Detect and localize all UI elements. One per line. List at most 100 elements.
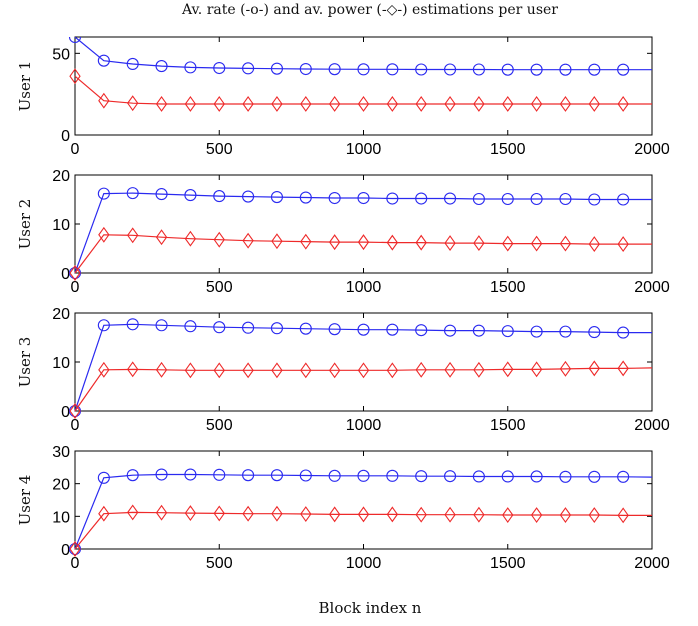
power-point (530, 235, 543, 252)
power-point (473, 506, 485, 523)
power-point (617, 360, 629, 377)
x-tick-label: 500 (206, 417, 233, 434)
rate-point (617, 470, 630, 483)
rate-point (213, 468, 226, 481)
x-tick-label: 0 (71, 555, 80, 572)
power-point (386, 234, 399, 251)
rate-point (588, 63, 601, 76)
x-tick-label: 0 (71, 279, 80, 296)
power-point (415, 506, 427, 523)
power-point (357, 362, 370, 379)
subplot-user-3: 0 500 1000 1500 2000 0 10 20 User 3 (16, 306, 670, 434)
power-point (502, 361, 514, 378)
rate-point (617, 63, 630, 76)
rate-point (328, 63, 341, 76)
power-point (444, 96, 456, 112)
power-series-line (74, 75, 652, 105)
rate-point (472, 470, 485, 483)
rate-point (242, 62, 255, 75)
power-point (386, 96, 399, 112)
rate-point (443, 324, 457, 337)
power-point (98, 92, 110, 109)
power-point (242, 232, 254, 249)
y-tick-label: 0 (61, 266, 70, 283)
power-point (415, 96, 427, 112)
rate-point (299, 62, 312, 76)
rate-point (617, 193, 630, 206)
power-point (588, 96, 600, 112)
power-point (69, 265, 81, 281)
y-tick-label: 10 (52, 355, 70, 372)
rate-point (270, 62, 284, 75)
y-tick-label: 0 (61, 542, 70, 559)
x-tick-label: 2000 (634, 555, 670, 572)
power-point (415, 234, 427, 251)
series-group (68, 318, 653, 419)
rate-point (443, 63, 457, 76)
subplot-user-1: 0 500 1000 1500 2000 0 50 User 1 (16, 36, 670, 158)
power-point (184, 362, 197, 379)
power-point (617, 236, 629, 253)
power-point (184, 96, 197, 112)
rate-point (530, 192, 543, 206)
rate-point (184, 189, 197, 202)
power-point (213, 96, 225, 112)
power-point (328, 506, 341, 523)
power-point (127, 504, 139, 521)
series-group (68, 468, 653, 557)
power-series-line (74, 367, 653, 412)
power-point (242, 362, 254, 379)
series-group (68, 37, 652, 112)
power-point (155, 504, 168, 521)
power-point (473, 361, 485, 378)
x-tick-label: 0 (71, 141, 80, 158)
power-point (444, 235, 456, 252)
power-point (213, 362, 225, 379)
rate-series-line (74, 323, 652, 412)
axes-frame (74, 36, 653, 136)
rate-point (270, 469, 284, 482)
rate-point (386, 63, 399, 76)
subplot-user-4: 0 500 1000 1500 2000 0 10 20 30 User 4 (16, 444, 670, 572)
rate-point (97, 187, 110, 200)
power-point (559, 507, 572, 523)
rate-point (386, 192, 399, 205)
rate-point (472, 192, 485, 206)
rate-point (299, 469, 312, 482)
power-point (300, 362, 312, 379)
y-axis-label: User 4 (16, 475, 34, 526)
x-tick-label: 1500 (490, 141, 526, 158)
power-point (184, 230, 197, 247)
rate-point (501, 63, 514, 76)
power-point (127, 361, 139, 378)
x-tick-label: 2000 (634, 279, 670, 296)
rate-point (299, 322, 312, 335)
rate-point (415, 63, 428, 76)
rate-point (328, 469, 341, 482)
power-point (617, 96, 629, 112)
power-point (300, 233, 312, 250)
power-point (300, 506, 312, 522)
rate-point (126, 57, 139, 71)
power-point (69, 68, 81, 85)
axes-frame (74, 450, 653, 550)
rate-point (559, 325, 572, 338)
power-point (502, 507, 514, 523)
y-tick-label: 20 (52, 168, 70, 185)
power-point (473, 96, 485, 112)
rate-point (328, 191, 341, 205)
x-tick-label: 500 (206, 141, 233, 158)
power-point (155, 96, 168, 112)
x-tick-label: 0 (71, 417, 80, 434)
power-series-line (74, 234, 652, 274)
power-point (588, 507, 600, 523)
y-tick-label: 0 (61, 404, 70, 421)
power-point (502, 235, 514, 252)
power-point (155, 361, 168, 378)
power-point (530, 507, 543, 523)
power-point (415, 361, 427, 378)
rate-point (213, 61, 226, 75)
chart-title: Av. rate (-o-) and av. power (-◇-) estim… (181, 2, 558, 18)
rate-point (184, 468, 197, 481)
power-point (357, 234, 370, 251)
